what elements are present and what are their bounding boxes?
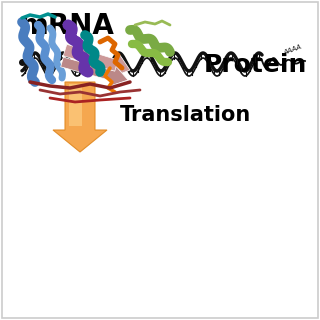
Polygon shape	[69, 84, 82, 126]
Polygon shape	[53, 82, 107, 152]
Text: Translation: Translation	[119, 105, 251, 125]
Text: mRNA: mRNA	[20, 12, 115, 40]
Text: AAAA: AAAA	[283, 44, 303, 56]
Text: Protein: Protein	[203, 53, 307, 77]
Polygon shape	[63, 44, 130, 77]
Polygon shape	[61, 57, 128, 86]
